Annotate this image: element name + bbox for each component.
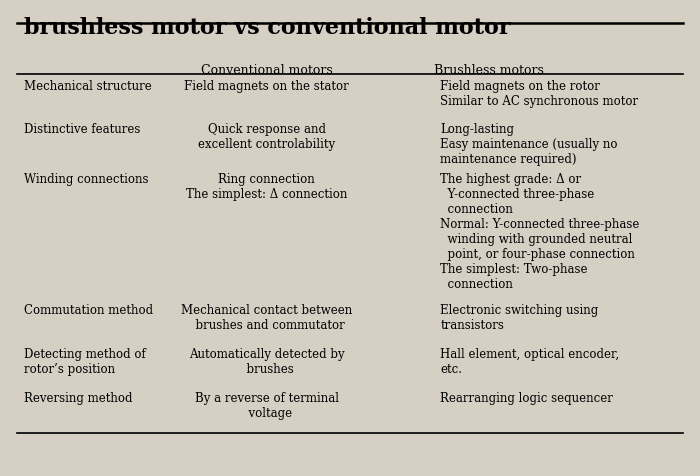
Text: Quick response and
excellent controlability: Quick response and excellent controlabil… (198, 123, 335, 151)
Text: Conventional motors: Conventional motors (201, 64, 332, 77)
Text: Reversing method: Reversing method (24, 391, 132, 404)
Text: Mechanical contact between
  brushes and commutator: Mechanical contact between brushes and c… (181, 303, 352, 331)
Text: Hall element, optical encoder,
etc.: Hall element, optical encoder, etc. (440, 347, 620, 375)
Text: Long-lasting
Easy maintenance (usually no
maintenance required): Long-lasting Easy maintenance (usually n… (440, 123, 618, 166)
Text: Rearranging logic sequencer: Rearranging logic sequencer (440, 391, 613, 404)
Text: Mechanical structure: Mechanical structure (24, 80, 151, 93)
Text: Ring connection
The simplest: Δ connection: Ring connection The simplest: Δ connecti… (186, 173, 347, 201)
Text: Detecting method of
rotor’s position: Detecting method of rotor’s position (24, 347, 146, 375)
Text: Distinctive features: Distinctive features (24, 123, 140, 136)
Text: Winding connections: Winding connections (24, 173, 148, 186)
Text: Field magnets on the rotor
Similar to AC synchronous motor: Field magnets on the rotor Similar to AC… (440, 80, 638, 108)
Text: Field magnets on the stator: Field magnets on the stator (184, 80, 349, 93)
Text: Brushless motors: Brushless motors (434, 64, 544, 77)
Text: brushless motor vs conventional motor: brushless motor vs conventional motor (24, 17, 510, 39)
Text: Automatically detected by
  brushes: Automatically detected by brushes (189, 347, 344, 375)
Text: Commutation method: Commutation method (24, 303, 153, 316)
Text: By a reverse of terminal
  voltage: By a reverse of terminal voltage (195, 391, 339, 419)
Text: The highest grade: Δ or
  Y-connected three-phase
  connection
Normal: Y-connect: The highest grade: Δ or Y-connected thre… (440, 173, 640, 291)
Text: Electronic switching using
transistors: Electronic switching using transistors (440, 303, 598, 331)
